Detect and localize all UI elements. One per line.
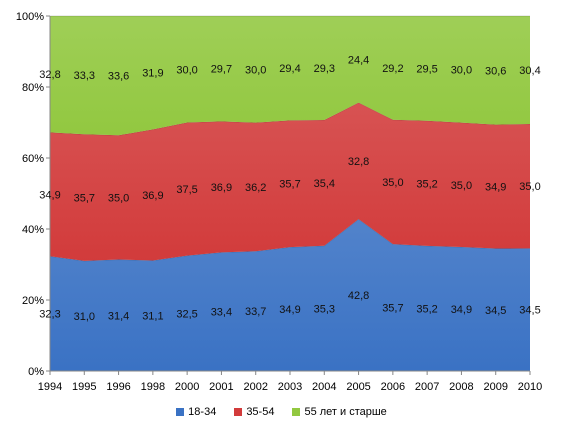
x-tick-label: 2004 (312, 381, 336, 393)
y-tick-label: 100% (16, 11, 44, 23)
data-label: 31,1 (142, 311, 163, 323)
x-tick-label: 2006 (381, 381, 405, 393)
x-tick-label: 2001 (209, 381, 233, 393)
data-label: 30,0 (176, 64, 197, 76)
data-label: 29,3 (314, 63, 335, 75)
data-label: 35,2 (416, 178, 437, 190)
data-label: 32,8 (39, 69, 60, 81)
area-series-0 (50, 219, 530, 371)
data-label: 32,5 (176, 308, 197, 320)
data-label: 35,4 (314, 178, 335, 190)
data-label: 31,0 (74, 311, 95, 323)
data-label: 31,9 (142, 68, 163, 80)
plot-areas (49, 15, 531, 371)
legend-item: 35-54 (234, 406, 274, 418)
data-label: 35,0 (108, 192, 129, 204)
data-label: 35,2 (416, 304, 437, 316)
x-tick-label: 2003 (278, 381, 302, 393)
y-tick-label: 60% (22, 153, 44, 165)
data-label: 37,5 (176, 184, 197, 196)
axes (46, 15, 531, 375)
y-tick-labels: 0% 20% 40% 60% 80% 100% (16, 11, 44, 378)
data-label: 29,7 (211, 64, 232, 76)
data-label: 30,0 (245, 64, 266, 76)
data-label: 34,5 (485, 305, 506, 317)
x-tick-label: 1998 (141, 381, 165, 393)
data-label: 35,3 (314, 303, 335, 315)
data-label: 34,9 (451, 304, 472, 316)
data-label: 34,9 (485, 182, 506, 194)
x-tick-label: 2000 (175, 381, 199, 393)
legend-item: 18-34 (176, 406, 216, 418)
data-label: 36,2 (245, 182, 266, 194)
x-tick-label: 2009 (483, 381, 507, 393)
data-label: 30,0 (451, 64, 472, 76)
legend-swatch (234, 408, 243, 416)
data-label: 36,9 (142, 190, 163, 202)
data-label: 31,4 (108, 310, 129, 322)
data-label: 35,0 (519, 181, 540, 193)
legend: 18-34 35-54 55 лет и старше (0, 406, 563, 419)
data-label: 29,2 (382, 63, 403, 75)
legend-label: 18-34 (188, 406, 217, 418)
y-tick-label: 0% (28, 366, 44, 378)
data-label: 30,4 (519, 65, 540, 77)
data-label: 24,4 (348, 54, 369, 66)
data-label: 42,8 (348, 290, 369, 302)
data-label: 34,5 (519, 305, 540, 317)
data-label: 36,9 (211, 182, 232, 194)
data-label: 32,3 (39, 309, 60, 321)
x-tick-label: 2005 (346, 381, 370, 393)
area-series-1 (50, 102, 530, 261)
data-label: 33,6 (108, 71, 129, 83)
x-tick-label: 2007 (415, 381, 439, 393)
data-labels: 32,3 31,0 31,4 31,1 32,5 33,4 33,7 34,9 35,3 42,8… (39, 54, 540, 323)
y-tick-label: 80% (22, 82, 44, 94)
legend-swatch (176, 408, 185, 416)
data-label: 34,9 (39, 189, 60, 201)
legend-label: 55 лет и старше (304, 406, 387, 418)
x-tick-label: 2002 (243, 381, 267, 393)
x-tick-label: 2008 (449, 381, 473, 393)
data-label: 35,7 (279, 179, 300, 191)
data-label: 35,7 (74, 193, 95, 205)
legend-label: 35-54 (246, 406, 275, 418)
data-label: 29,5 (416, 63, 437, 75)
y-tick-label: 40% (22, 224, 44, 236)
legend-swatch (292, 408, 301, 416)
data-label: 30,6 (485, 65, 506, 77)
data-label: 35,0 (451, 180, 472, 192)
data-label: 34,9 (279, 304, 300, 316)
data-label: 33,7 (245, 306, 266, 318)
data-label: 32,8 (348, 156, 369, 168)
data-label: 33,4 (211, 307, 232, 319)
legend-item: 55 лет и старше (292, 406, 387, 418)
x-tick-label: 1996 (106, 381, 130, 393)
x-tick-label: 1995 (72, 381, 96, 393)
area-series-2 (50, 16, 530, 136)
data-label: 35,7 (382, 303, 403, 315)
x-tick-label: 1994 (38, 381, 62, 393)
y-tick-label: 20% (22, 295, 44, 307)
data-label: 33,3 (74, 70, 95, 82)
x-tick-label: 2010 (518, 381, 542, 393)
x-tick-labels: 1994 1995 1996 1998 2000 2001 2002 2003 2004 2005… (38, 381, 542, 393)
data-label: 29,4 (279, 63, 300, 75)
data-label: 35,0 (382, 177, 403, 189)
